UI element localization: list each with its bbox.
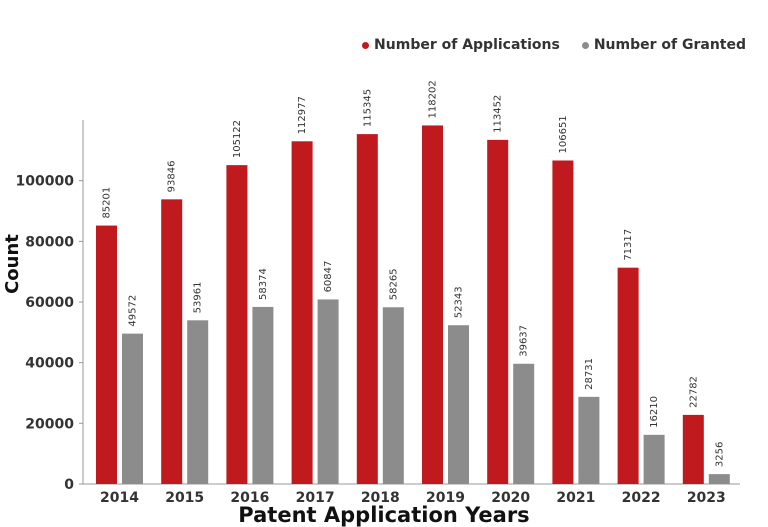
data-label-applications: 115345	[362, 89, 373, 127]
y-tick-label: 20000	[25, 416, 74, 432]
legend: Number of Applications Number of Granted	[362, 37, 746, 53]
data-label-applications: 93846	[167, 161, 178, 193]
data-label-granted: 49572	[128, 295, 139, 327]
x-tick-label: 2018	[361, 490, 400, 506]
x-axis-ticks: 2014 2015 2016 2017 2018 2019 2020 2021 2022 2023	[100, 490, 726, 506]
bar-applications	[226, 165, 248, 484]
data-label-granted: 58265	[388, 268, 399, 300]
bar-granted	[448, 325, 469, 484]
x-tick-label: 2016	[230, 490, 269, 506]
y-tick-label: 60000	[25, 295, 74, 311]
data-label-granted: 3256	[714, 442, 725, 467]
bar-granted	[513, 363, 535, 484]
x-tick-label: 2017	[296, 490, 335, 506]
bar-granted	[708, 474, 730, 484]
bar-applications	[487, 139, 509, 484]
bar-granted	[252, 306, 274, 484]
x-axis-title: Patent Application Years	[238, 503, 529, 527]
bar-applications	[291, 141, 313, 484]
bar-applications	[552, 160, 574, 484]
x-tick-label: 2021	[556, 490, 595, 506]
legend-marker-granted	[581, 41, 589, 49]
legend-item-applications[interactable]: Number of Applications	[362, 37, 560, 53]
data-label-granted: 39637	[519, 325, 530, 357]
data-label-granted: 53961	[193, 282, 204, 314]
x-tick-label: 2019	[426, 490, 465, 506]
bars: 85201 49572 93846 53961 105122 58374 112977 608…	[96, 80, 730, 485]
data-label-applications: 113452	[493, 95, 504, 133]
data-label-applications: 22782	[688, 376, 699, 408]
bar-applications	[422, 125, 443, 485]
y-tick-label: 100000	[16, 174, 75, 190]
x-tick-label: 2014	[100, 490, 139, 506]
x-tick-label: 2015	[165, 490, 204, 506]
bar-applications	[682, 414, 704, 484]
y-axis-title: Count	[2, 234, 23, 294]
legend-item-granted[interactable]: Number of Granted	[581, 37, 746, 53]
x-tick-label: 2022	[622, 490, 661, 506]
data-label-granted: 28731	[584, 358, 595, 390]
data-label-applications: 106651	[558, 115, 569, 153]
data-label-granted: 58374	[258, 268, 269, 300]
data-label-applications: 85201	[102, 187, 113, 219]
bar-granted	[643, 434, 665, 484]
data-label-applications: 71317	[623, 229, 634, 261]
x-tick-label: 2020	[491, 490, 530, 506]
bar-granted	[122, 333, 143, 484]
x-tick-label: 2023	[687, 490, 726, 506]
bar-granted	[382, 307, 404, 484]
data-label-granted: 16210	[649, 396, 660, 428]
bar-granted	[317, 299, 339, 484]
data-label-applications: 112977	[297, 96, 308, 134]
y-tick-label: 80000	[25, 234, 74, 250]
legend-label-applications: Number of Applications	[374, 37, 560, 53]
data-label-applications: 105122	[232, 120, 243, 158]
y-tick-label: 40000	[25, 356, 74, 372]
bar-applications	[617, 267, 639, 484]
bar-applications	[356, 134, 378, 484]
data-label-granted: 52343	[454, 286, 465, 318]
data-label-applications: 118202	[428, 80, 439, 118]
bar-applications	[161, 199, 183, 484]
bar-granted	[578, 396, 600, 484]
bar-granted	[187, 320, 209, 484]
data-label-granted: 60847	[323, 261, 334, 293]
y-tick-label: 0	[64, 477, 74, 493]
bar-applications	[96, 225, 117, 485]
legend-label-granted: Number of Granted	[593, 37, 746, 53]
y-axis-ticks: 0 20000 40000 60000 80000 100000	[16, 174, 83, 493]
legend-marker-applications	[362, 41, 370, 49]
